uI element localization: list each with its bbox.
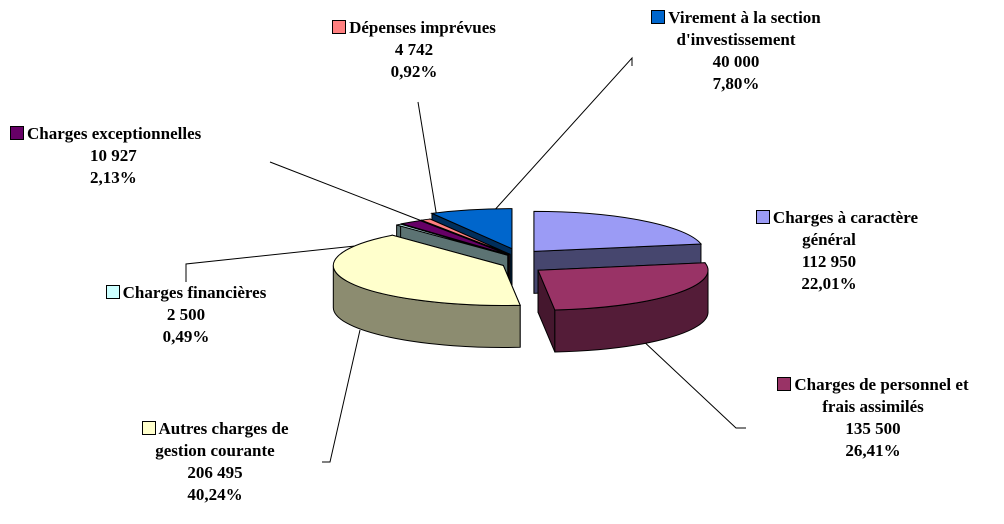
leader-line-1: [639, 337, 746, 429]
slice-charges-de-personnel-et-frais-assimiles: [537, 262, 709, 311]
slice-charges-financieres: [396, 223, 508, 256]
label-value: 2 500: [166, 305, 206, 324]
slice-charges-a-caractere-general: [533, 210, 702, 252]
swatch-depenses-imprevues: [332, 20, 347, 34]
swatch-autres-charges: [141, 421, 156, 435]
label-percent: 2,13%: [90, 168, 137, 187]
label-text: Charges de personnel et: [794, 375, 969, 394]
label-percent: 0,92%: [390, 62, 438, 81]
label-percent: 40,24%: [187, 485, 243, 504]
label-text: Dépenses imprévues: [349, 18, 496, 37]
label-percent: 26,41%: [845, 441, 901, 460]
slice-tops: [332, 208, 709, 311]
label-virement-investissement: Virement à la section d'investissement 4…: [630, 7, 842, 95]
label-charges-caractere-general: Charges à caractère général 112 950 22,0…: [700, 207, 918, 295]
label-charges-exceptionnelles: Charges exceptionnelles 10 927 2,13%: [10, 123, 280, 189]
swatch-charges-personnel: [777, 377, 792, 391]
label-percent: 0,49%: [162, 327, 210, 346]
label-percent: 7,80%: [712, 74, 760, 93]
label-autres-charges: Autres charges de gestion courante 206 4…: [108, 418, 322, 506]
label-text: Virement à la section: [668, 8, 821, 27]
label-value: 10 927: [90, 146, 137, 165]
leader-line-6: [481, 56, 633, 225]
label-charges-financieres: Charges financières 2 500 0,49%: [70, 282, 302, 348]
swatch-virement-investissement: [651, 10, 666, 24]
label-charges-personnel: Charges de personnel et frais assimilés …: [744, 374, 1002, 462]
slice-charges-exceptionnelles: [401, 220, 509, 256]
swatch-charges-exceptionnelles: [10, 126, 24, 140]
label-text-2: d'investissement: [676, 30, 796, 49]
label-text-2: frais assimilés: [822, 397, 924, 416]
label-value: 206 495: [187, 463, 243, 482]
leader-line-5: [417, 101, 439, 225]
swatch-charges-caractere-general: [755, 210, 770, 224]
label-value: 4 742: [394, 40, 434, 59]
label-value: 112 950: [801, 252, 857, 271]
label-text: Charges exceptionnelles: [27, 124, 202, 143]
leader-lines: [185, 56, 746, 463]
leader-line-3: [185, 237, 431, 282]
label-text: Charges financières: [122, 283, 267, 302]
slice-autres-charges-de-gestion-courante: [332, 234, 521, 306]
leader-line-4: [269, 161, 441, 229]
label-text-2: gestion courante: [155, 441, 275, 460]
swatch-charges-financieres: [105, 285, 120, 299]
label-text: Charges à caractère: [772, 208, 918, 227]
slice-virement-a-la-section-d-investissement: [430, 208, 513, 250]
label-text-2: général: [802, 230, 856, 249]
label-depenses-imprevues: Dépenses imprévues 4 742 0,92%: [304, 17, 524, 83]
leader-line-2: [322, 329, 361, 463]
slice-depenses-imprevues: [419, 218, 511, 255]
label-percent: 22,01%: [801, 274, 857, 293]
label-value: 40 000: [712, 52, 760, 71]
label-text: Autres charges de: [158, 419, 289, 438]
label-value: 135 500: [845, 419, 901, 438]
